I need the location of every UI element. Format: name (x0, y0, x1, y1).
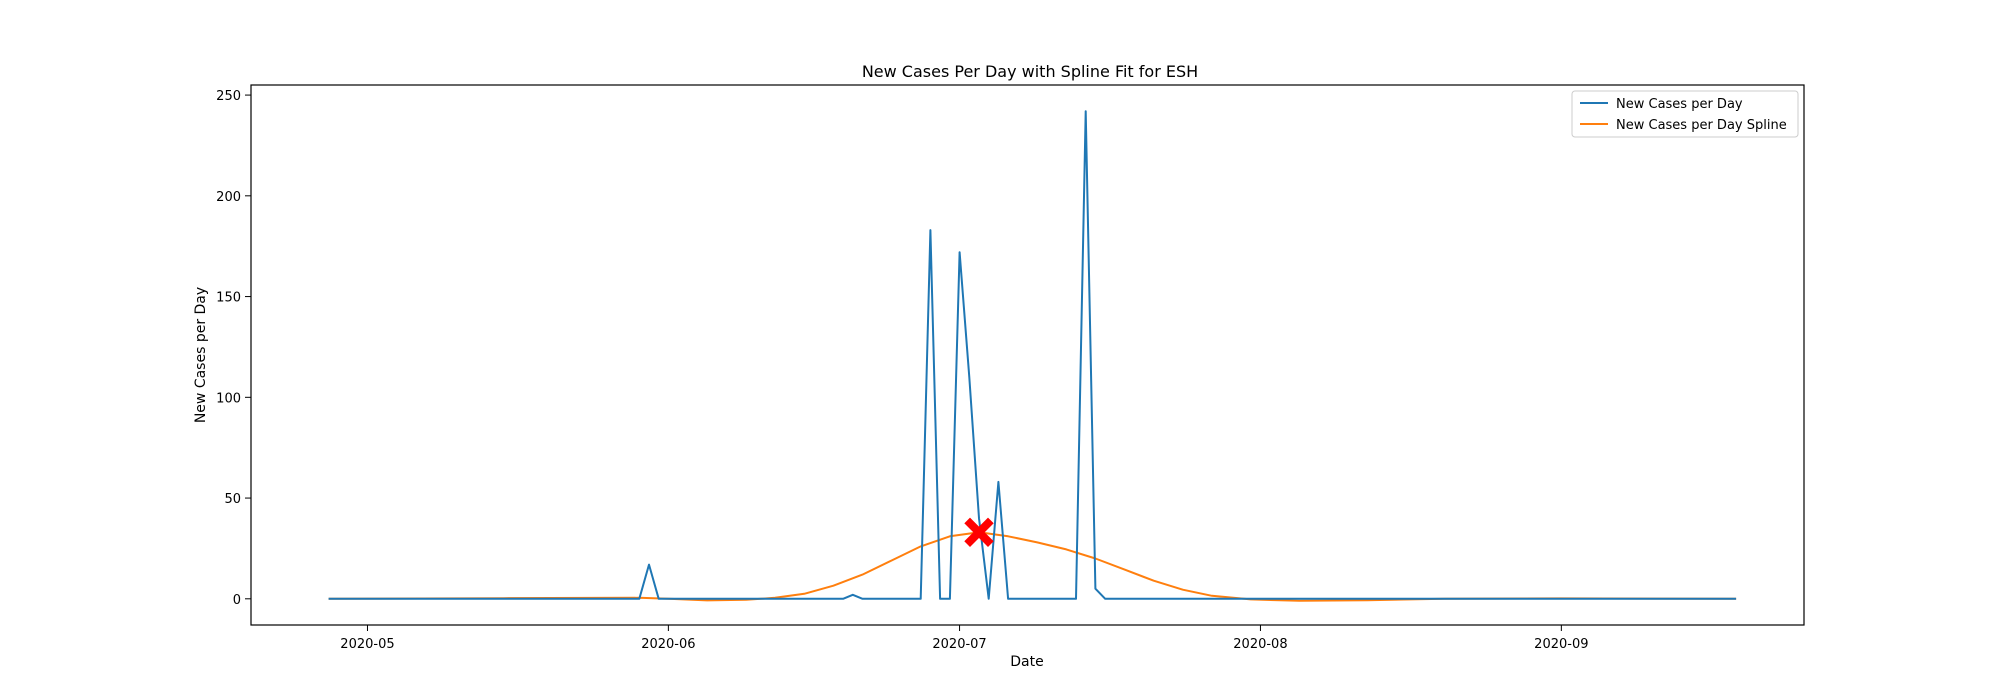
y-tick-label: 200 (216, 190, 241, 205)
x-axis: 2020-05 2020-06 2020-07 2020-08 2020-09 (340, 625, 1589, 652)
peak-marker (964, 517, 994, 548)
series-line-new-cases (328, 110, 1737, 600)
y-tick-label: 50 (224, 492, 241, 507)
y-tick-label: 150 (216, 291, 241, 306)
x-tick-label: 2020-06 (641, 637, 695, 652)
legend-label: New Cases per Day (1616, 97, 1743, 112)
x-tick-label: 2020-05 (340, 637, 394, 652)
legend-box (1571, 90, 1799, 138)
plot-frame (250, 84, 1805, 626)
legend-label: New Cases per Day Spline (1616, 118, 1787, 133)
chart-title: New Cases Per Day with Spline Fit for ES… (862, 62, 1198, 81)
y-tick-label: 0 (233, 593, 241, 608)
x-tick-label: 2020-09 (1534, 637, 1588, 652)
y-tick-label: 100 (216, 391, 241, 406)
y-tick-label: 250 (216, 89, 241, 104)
y-axis-title: New Cases per Day (193, 287, 209, 423)
x-tick-label: 2020-08 (1233, 637, 1287, 652)
legend: New Cases per Day New Cases per Day Splin… (1571, 90, 1799, 138)
y-axis: 0 50 100 150 200 250 (216, 89, 251, 608)
x-tick-label: 2020-07 (932, 637, 986, 652)
x-axis-title: Date (1010, 654, 1043, 670)
plot-area (328, 110, 1737, 602)
